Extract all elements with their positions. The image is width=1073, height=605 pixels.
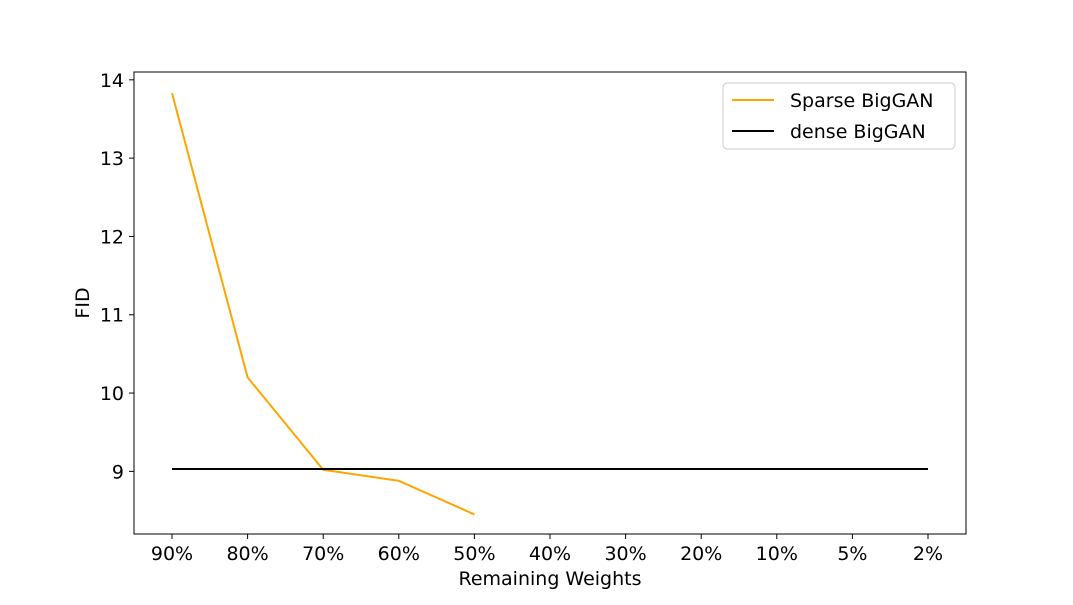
series-layer [171,92,928,516]
x-tick-label: 40% [529,543,571,565]
x-tick-label: 50% [453,543,495,565]
x-tick-label: 80% [226,543,268,565]
legend-box [722,82,956,150]
x-tick-label: 90% [151,543,193,565]
y-tick-label: 12 [100,226,124,248]
y-tick-label: 13 [100,148,124,170]
x-axis: 90% 80% 70% 60% 50% 40% 30% 20% 10% 5% 2% [151,534,943,565]
legend-label-sparse-biggan: Sparse BigGAN [790,90,934,112]
x-tick-label: 70% [302,543,344,565]
x-tick-label: 60% [378,543,420,565]
x-tick-label: 5% [837,543,867,565]
y-axis-label: FID [72,287,94,318]
y-tick-label: 9 [112,461,124,483]
y-tick-label: 14 [100,70,124,92]
x-axis-label: Remaining Weights [458,568,641,590]
y-tick-label: 11 [100,305,124,327]
x-tick-label: 2% [913,543,943,565]
x-tick-label: 10% [756,543,798,565]
legend-label-dense-biggan: dense BigGAN [790,121,926,143]
y-axis: 9 10 11 12 13 14 [100,70,134,483]
y-tick-label: 10 [100,383,124,405]
x-tick-label: 20% [680,543,722,565]
legend: Sparse BigGAN dense BigGAN [722,82,956,150]
x-tick-label: 30% [604,543,646,565]
